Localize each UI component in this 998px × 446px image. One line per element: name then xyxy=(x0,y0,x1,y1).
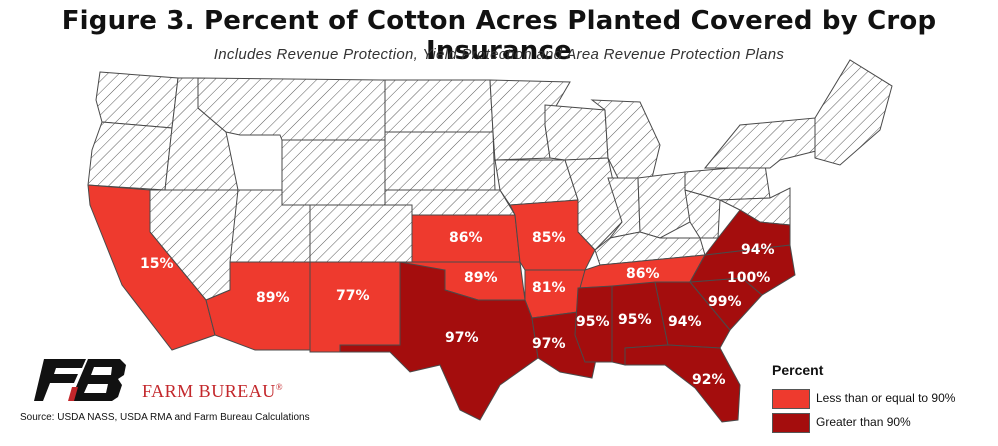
source-note: Source: USDA NASS, USDA RMA and Farm Bur… xyxy=(20,412,310,423)
state-fl xyxy=(624,344,741,423)
state-wi xyxy=(544,104,609,161)
state-wy xyxy=(281,139,386,206)
state-sd xyxy=(384,131,496,191)
label-ms: 95% xyxy=(576,314,610,330)
state-or xyxy=(87,121,173,191)
legend-item-low: Less than or equal to 90% xyxy=(772,388,992,410)
label-al: 95% xyxy=(618,312,652,328)
state-tx xyxy=(339,261,539,421)
label-sc: 99% xyxy=(708,294,742,310)
state-ny xyxy=(703,117,821,169)
label-ks: 86% xyxy=(449,230,483,246)
label-mo: 85% xyxy=(532,230,566,246)
legend-item-high: Greater than 90% xyxy=(772,412,992,434)
label-nm: 77% xyxy=(336,288,370,304)
label-ok: 89% xyxy=(464,270,498,286)
state-co xyxy=(309,204,413,263)
label-ca: 15% xyxy=(140,256,174,272)
chart-subtitle: Includes Revenue Protection, Yield Prote… xyxy=(213,46,785,63)
state-ia xyxy=(494,159,579,206)
state-va xyxy=(703,209,791,256)
label-la: 97% xyxy=(532,336,566,352)
legend-label-low: Less than or equal to 90% xyxy=(816,391,956,405)
farm-bureau-logo-icon xyxy=(34,359,126,401)
label-fl: 92% xyxy=(692,372,726,388)
label-ga: 94% xyxy=(668,314,702,330)
label-nc: 100% xyxy=(727,270,770,286)
state-nm xyxy=(309,261,401,353)
state-new-england xyxy=(814,59,893,166)
label-tx: 97% xyxy=(445,330,479,346)
label-va: 94% xyxy=(741,242,775,258)
legend-title: Percent xyxy=(772,362,824,378)
state-wa xyxy=(95,71,179,129)
label-tn: 86% xyxy=(626,266,660,282)
label-az: 89% xyxy=(256,290,290,306)
covered-states xyxy=(87,184,796,423)
state-ga xyxy=(654,281,731,349)
legend: Percent Less than or equal to 90% Greate… xyxy=(772,362,992,442)
state-nd xyxy=(384,79,494,133)
state-mt xyxy=(197,77,386,141)
legend-label-high: Greater than 90% xyxy=(816,415,911,429)
chart-title: Figure 3. Percent of Cotton Acres Plante… xyxy=(61,6,937,66)
state-ms xyxy=(574,285,613,363)
state-oh xyxy=(637,171,691,239)
label-ar: 81% xyxy=(532,280,566,296)
state-ca xyxy=(87,184,216,351)
legend-swatch-high xyxy=(772,413,810,433)
legend-swatch-low xyxy=(772,389,810,409)
state-value-labels: 15% 89% 77% 97% 86% 89% 85% 81% 97% 95% … xyxy=(140,230,775,388)
brand-name: FARM BUREAU® xyxy=(142,381,284,401)
